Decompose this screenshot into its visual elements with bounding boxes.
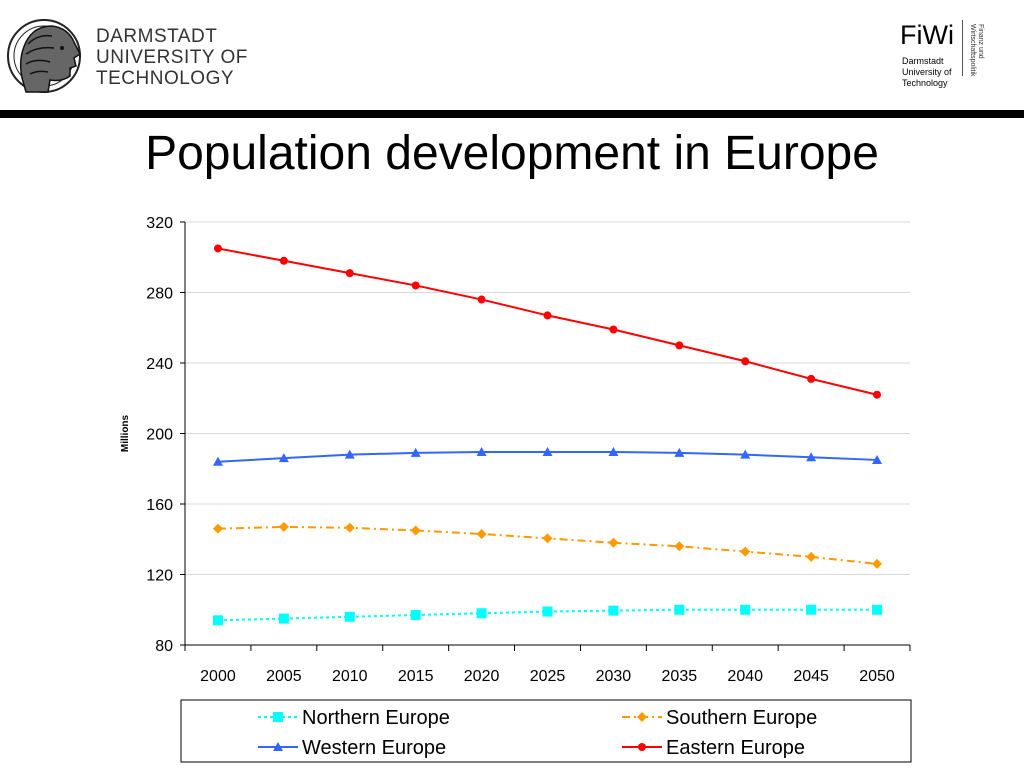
data-point (872, 604, 883, 615)
data-point (740, 604, 751, 615)
data-point (608, 605, 619, 616)
university-line-3: TECHNOLOGY (96, 68, 235, 89)
data-point (279, 256, 288, 265)
x-tick-label: 2050 (859, 668, 895, 685)
data-point (806, 551, 817, 562)
data-point (806, 452, 817, 462)
data-point (212, 523, 223, 534)
fiwi-sub-line-3: Technology (902, 78, 948, 88)
data-point (411, 281, 420, 290)
legend-marker (273, 742, 283, 751)
data-point (212, 615, 223, 626)
data-point (542, 606, 553, 617)
legend-marker (638, 743, 646, 751)
x-tick-label: 2015 (398, 668, 434, 685)
legend-marker (637, 712, 647, 722)
data-point (410, 610, 421, 621)
page-title: Population development in Europe (145, 127, 879, 180)
data-point (542, 533, 553, 544)
slide-header: DARMSTADT UNIVERSITY OF TECHNOLOGY FiWi … (0, 0, 1024, 110)
data-point (608, 447, 619, 457)
x-tick-label: 2025 (530, 668, 566, 685)
y-tick-label: 280 (146, 286, 173, 303)
data-point (345, 269, 354, 278)
university-line-2: UNIVERSITY OF (96, 47, 248, 68)
data-point (212, 456, 223, 466)
data-point (476, 528, 487, 539)
data-point (807, 374, 816, 383)
fiwi-sub-line-1: Darmstadt (902, 56, 944, 66)
data-point (344, 449, 355, 459)
y-tick-label: 160 (146, 497, 173, 514)
y-tick-label: 120 (146, 568, 173, 585)
data-point (873, 390, 882, 399)
legend-label: Western Europe (302, 737, 446, 759)
data-point (344, 611, 355, 622)
data-point (674, 604, 685, 615)
data-point (410, 447, 421, 457)
y-tick-label: 240 (146, 356, 173, 373)
athena-head-logo-icon (7, 19, 81, 93)
x-tick-label: 2040 (727, 668, 763, 685)
fiwi-title: FiWi (900, 20, 954, 50)
x-tick-label: 2020 (464, 668, 500, 685)
data-point (608, 537, 619, 548)
fiwi-sub-line-2: University of (902, 67, 952, 77)
fiwi-subtitle: Darmstadt University of Technology (902, 56, 952, 89)
data-point (740, 449, 751, 459)
data-point (675, 341, 684, 350)
data-point (278, 521, 289, 532)
x-tick-label: 2030 (596, 668, 632, 685)
x-tick-label: 2010 (332, 668, 368, 685)
y-axis-label: Millions (120, 414, 131, 452)
x-tick-label: 2035 (662, 668, 698, 685)
series-line-1 (217, 525, 878, 565)
x-tick-label: 2005 (266, 668, 302, 685)
data-point (477, 295, 486, 304)
data-point (741, 357, 750, 366)
data-point (278, 613, 289, 624)
legend-box (180, 699, 912, 763)
data-point (278, 453, 289, 463)
data-point (609, 325, 618, 334)
data-point (674, 541, 685, 552)
fiwi-logo: FiWi Darmstadt University of Technology … (896, 18, 996, 98)
series-line-3 (217, 247, 878, 396)
university-line-1: DARMSTADT (96, 26, 218, 47)
data-point (543, 311, 552, 320)
series-line-0 (217, 608, 878, 622)
data-point (344, 522, 355, 533)
fiwi-vertical-text: Finanz und Wirtschaftspolitik (969, 24, 984, 77)
data-point (674, 447, 685, 457)
fiwi-divider (962, 20, 963, 76)
y-tick-label: 80 (155, 638, 173, 655)
legend-label: Southern Europe (666, 707, 817, 729)
x-tick-label: 2045 (793, 668, 829, 685)
data-point (542, 447, 553, 457)
data-point (872, 454, 883, 464)
data-point (872, 558, 883, 569)
data-point (476, 447, 487, 457)
data-point (476, 608, 487, 619)
header-bar (0, 110, 1024, 118)
legend-label: Northern Europe (302, 707, 450, 729)
university-name: DARMSTADT UNIVERSITY OF TECHNOLOGY (96, 26, 248, 89)
y-tick-label: 200 (146, 427, 173, 444)
data-point (410, 525, 421, 536)
legend-label: Eastern Europe (666, 737, 805, 759)
data-point (740, 546, 751, 557)
y-tick-label: 320 (146, 215, 173, 232)
x-tick-label: 2000 (200, 668, 236, 685)
data-point (806, 604, 817, 615)
data-point (213, 244, 222, 253)
legend-marker (273, 712, 283, 722)
